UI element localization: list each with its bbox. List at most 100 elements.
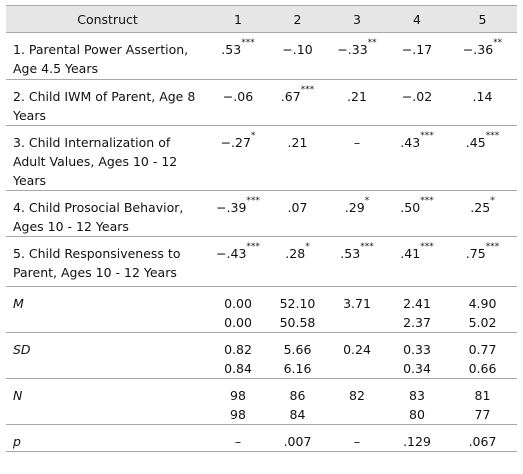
cell-value: – xyxy=(234,434,242,449)
cell-value: 98 xyxy=(230,407,246,422)
cell-value: 5.02 xyxy=(468,315,497,330)
cell-value: 2.37 xyxy=(403,315,431,330)
table-row: 1. Parental Power Assertion, Age 4.5 Yea… xyxy=(6,32,517,80)
header-col-1: 1 xyxy=(209,5,267,33)
cell-value: 80 xyxy=(409,407,425,422)
row-label: 4. Child Prosocial Behavior, Ages 10 - 1… xyxy=(6,190,209,237)
significance-stars: *** xyxy=(420,131,434,141)
table-cell: .007 xyxy=(267,424,328,452)
cell-value: 86 xyxy=(289,388,306,403)
table-cell: 2.41 2.37 xyxy=(386,286,448,333)
row-label: 5. Child Responsiveness to Parent, Ages … xyxy=(6,236,209,287)
cell-value: 52.10 xyxy=(279,296,316,311)
table-cell: 0.00 0.00 xyxy=(209,286,267,333)
cell-value: 82 xyxy=(349,388,365,403)
cell-value: .50*** xyxy=(400,196,434,216)
significance-stars: * xyxy=(490,196,495,206)
significance-stars: *** xyxy=(485,131,500,141)
cell-value: .129 xyxy=(403,434,431,449)
cell-value: 0.33 xyxy=(403,342,431,357)
cell-value: 3.71 xyxy=(343,296,371,311)
cell-value: 0.77 xyxy=(468,342,497,357)
table-cell: .14 xyxy=(448,79,517,126)
cell-value: 5.66 xyxy=(283,342,312,357)
table-cell: 81 77 xyxy=(448,378,517,425)
significance-stars: *** xyxy=(420,196,434,206)
table-cell: 52.10 50.58 xyxy=(267,286,328,333)
table-cell: .67*** xyxy=(267,79,328,126)
significance-stars: *** xyxy=(241,38,255,48)
cell-value: 81 xyxy=(474,388,491,403)
significance-stars: *** xyxy=(246,196,260,206)
cell-value: −.02 xyxy=(401,89,433,104)
cell-value: 0.00 xyxy=(224,315,252,330)
row-label: 2. Child IWM of Parent, Age 8 Years xyxy=(6,79,209,126)
table-cell: 0.24 xyxy=(328,332,386,379)
cell-value: 0.84 xyxy=(224,361,252,376)
cell-value: −.36** xyxy=(462,38,503,58)
table-cell: 0.33 0.34 xyxy=(386,332,448,379)
table-body: 1. Parental Power Assertion, Age 4.5 Yea… xyxy=(6,32,517,452)
table-row: 4. Child Prosocial Behavior, Ages 10 - 1… xyxy=(6,190,517,237)
table-cell: .129 xyxy=(386,424,448,452)
significance-stars: *** xyxy=(485,242,500,252)
table-cell: −.43*** xyxy=(209,236,267,287)
table-row: 2. Child IWM of Parent, Age 8 Years −.06.… xyxy=(6,79,517,126)
significance-stars: * xyxy=(305,242,310,252)
cell-value: .21 xyxy=(347,89,367,104)
table-cell: 82 xyxy=(328,378,386,425)
table-cell: 5.66 6.16 xyxy=(267,332,328,379)
cell-value: .53*** xyxy=(221,38,255,58)
table-cell: −.06 xyxy=(209,79,267,126)
table-cell: −.27* xyxy=(209,125,267,191)
table-cell: .43*** xyxy=(386,125,448,191)
cell-value: −.43*** xyxy=(216,242,260,262)
table-cell: 3.71 xyxy=(328,286,386,333)
cell-value: 0.24 xyxy=(343,342,371,357)
cell-value: −.33** xyxy=(337,38,377,58)
cell-value: .28* xyxy=(285,242,310,262)
table-cell: .07 xyxy=(267,190,328,237)
table-row: 5. Child Responsiveness to Parent, Ages … xyxy=(6,236,517,287)
significance-stars: *** xyxy=(246,242,260,252)
table-cell: – xyxy=(328,125,386,191)
significance-stars: ** xyxy=(493,38,503,48)
table-cell: −.10 xyxy=(267,32,328,80)
table-cell: .50*** xyxy=(386,190,448,237)
header-construct: Construct xyxy=(6,5,209,33)
table-row: p – .007 – .129 .067 xyxy=(6,424,517,452)
table-cell: 0.82 0.84 xyxy=(209,332,267,379)
table-cell: −.39*** xyxy=(209,190,267,237)
table-cell: .53*** xyxy=(328,236,386,287)
cell-value: 0.00 xyxy=(224,296,252,311)
cell-value: −.39*** xyxy=(216,196,260,216)
correlation-table: Construct 1 2 3 4 5 1. Parental Power As… xyxy=(6,5,517,452)
cell-value: .21 xyxy=(287,135,308,150)
cell-value: – xyxy=(353,135,361,150)
cell-value: .29* xyxy=(344,196,370,216)
cell-value: 4.90 xyxy=(468,296,497,311)
table-cell: – xyxy=(209,424,267,452)
cell-value: −.17 xyxy=(401,42,433,57)
cell-value: .07 xyxy=(287,200,308,215)
header-col-5: 5 xyxy=(448,5,517,33)
cell-value: .007 xyxy=(283,434,312,449)
cell-value: 77 xyxy=(474,407,491,422)
header-col-2: 2 xyxy=(267,5,328,33)
table-cell: 83 80 xyxy=(386,378,448,425)
cell-value: −.27* xyxy=(220,131,256,151)
cell-value: – xyxy=(353,434,361,449)
cell-value: .41*** xyxy=(400,242,434,262)
table-cell: 4.90 5.02 xyxy=(448,286,517,333)
header-col-3: 3 xyxy=(328,5,386,33)
row-label: M xyxy=(6,286,209,333)
table-cell: 86 84 xyxy=(267,378,328,425)
table-cell: −.17 xyxy=(386,32,448,80)
table-cell: 98 98 xyxy=(209,378,267,425)
table-row: N 98 98 86 84 82 83 80 81 77 xyxy=(6,378,517,425)
cell-value: .53*** xyxy=(340,242,374,262)
header-row: Construct 1 2 3 4 5 xyxy=(6,5,517,33)
significance-stars: ** xyxy=(367,38,377,48)
cell-value: .67*** xyxy=(280,85,315,105)
cell-value: 98 xyxy=(230,388,246,403)
